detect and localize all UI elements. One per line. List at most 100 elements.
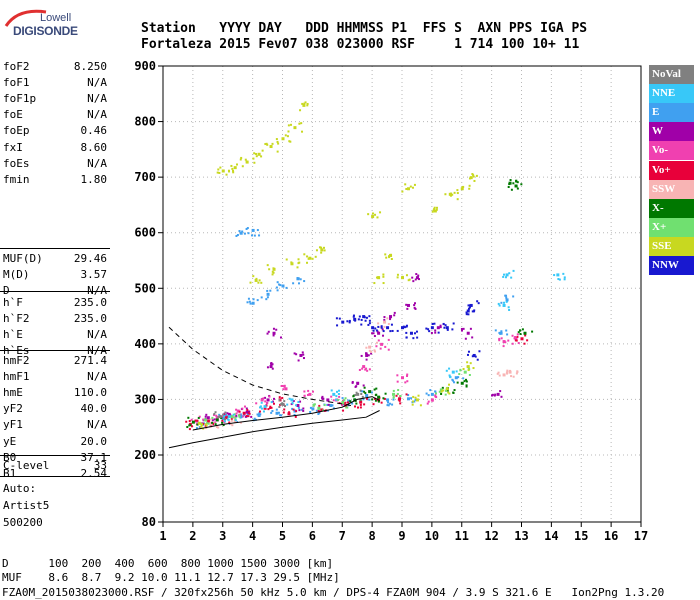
data-point <box>306 261 309 264</box>
data-point <box>278 283 281 286</box>
data-point <box>200 425 203 428</box>
footer-distance-row: D 100 200 400 600 800 1000 1500 3000 [km… <box>2 557 334 570</box>
data-point <box>335 390 338 393</box>
data-point <box>390 258 393 261</box>
data-point <box>197 416 200 419</box>
param-value: N/A <box>87 328 107 342</box>
data-point <box>399 395 402 398</box>
data-point <box>364 392 367 395</box>
data-point <box>326 403 329 406</box>
data-point <box>395 394 398 397</box>
data-point <box>377 339 380 342</box>
data-point <box>439 388 443 392</box>
data-point <box>426 402 429 405</box>
data-point <box>443 326 446 329</box>
data-point <box>445 369 448 372</box>
data-point <box>456 381 459 384</box>
data-point <box>409 331 413 335</box>
data-point <box>317 409 320 412</box>
data-point <box>467 307 470 310</box>
data-point <box>494 329 497 332</box>
x-tick-label: 15 <box>574 529 588 543</box>
data-point <box>214 411 217 414</box>
data-point <box>432 209 435 212</box>
data-point <box>521 328 524 331</box>
data-point <box>514 336 517 339</box>
y-tick-label: 600 <box>134 226 156 240</box>
data-point <box>497 302 500 305</box>
x-tick-label: 16 <box>604 529 618 543</box>
data-point <box>295 404 298 407</box>
data-point <box>229 423 232 426</box>
data-point <box>228 170 231 173</box>
data-point <box>332 392 336 396</box>
data-point <box>467 350 470 353</box>
data-point <box>450 192 453 195</box>
data-point <box>357 406 360 409</box>
data-point <box>446 328 449 331</box>
data-point <box>388 255 391 258</box>
data-point <box>356 382 359 385</box>
data-point <box>213 413 216 416</box>
data-point <box>217 168 220 171</box>
data-point <box>323 249 326 252</box>
data-point <box>371 326 375 330</box>
data-point <box>260 398 264 402</box>
data-point <box>221 421 224 424</box>
data-point <box>318 411 321 414</box>
data-point <box>447 391 450 394</box>
data-point <box>311 257 314 260</box>
data-point <box>414 278 417 281</box>
data-point <box>293 409 296 412</box>
param-row: D N/A <box>3 284 107 298</box>
data-point <box>435 392 438 395</box>
data-point <box>207 419 210 422</box>
data-point <box>263 406 267 410</box>
data-point <box>335 398 338 401</box>
data-point <box>216 171 219 174</box>
data-point <box>243 405 246 408</box>
param-name: C-level <box>3 459 50 472</box>
data-point <box>391 403 394 406</box>
data-point <box>242 415 245 418</box>
data-point <box>498 374 501 377</box>
data-point <box>311 407 315 411</box>
data-point <box>382 275 385 278</box>
data-point <box>281 137 285 141</box>
data-point <box>374 350 377 353</box>
data-point <box>392 389 395 392</box>
data-point <box>227 415 231 419</box>
data-point <box>223 420 226 423</box>
data-point <box>267 330 270 333</box>
data-point <box>189 424 192 427</box>
data-point <box>235 234 238 237</box>
data-point <box>338 317 341 320</box>
data-point <box>377 395 381 399</box>
data-point <box>361 390 364 393</box>
data-point <box>335 317 338 320</box>
data-point <box>503 301 506 304</box>
data-point <box>382 282 385 285</box>
data-point <box>382 273 385 276</box>
data-point <box>266 366 269 369</box>
data-point <box>377 276 380 279</box>
data-point <box>396 329 399 332</box>
data-point <box>359 389 362 392</box>
data-point <box>271 400 274 403</box>
data-point <box>519 329 522 332</box>
data-point <box>468 187 471 190</box>
data-point <box>302 407 305 410</box>
data-point <box>342 409 345 412</box>
data-point <box>259 413 262 416</box>
data-point <box>348 321 351 324</box>
data-point <box>370 352 373 355</box>
data-point <box>331 404 334 407</box>
data-point <box>428 330 431 333</box>
data-point <box>406 373 409 376</box>
data-point <box>341 320 345 324</box>
data-point <box>224 416 228 420</box>
data-point <box>314 255 317 258</box>
data-point <box>252 157 255 160</box>
data-point <box>434 390 437 393</box>
